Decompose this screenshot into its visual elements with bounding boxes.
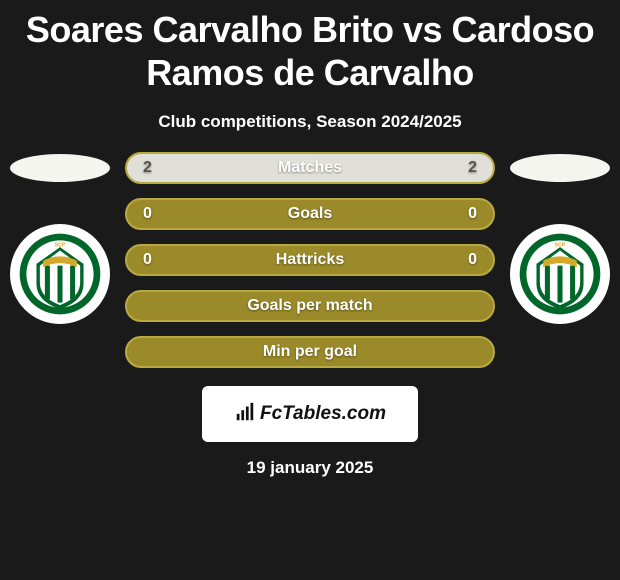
stat-label: Hattricks [276,251,344,269]
svg-text:SCP: SCP [55,243,66,249]
sporting-crest-icon: SCP [518,232,602,316]
stat-bar: 0 0 Goals [125,198,495,230]
stat-bar: Min per goal [125,336,495,368]
brand-text: FcTables.com [260,403,386,425]
stat-value-left: 2 [143,159,152,177]
player-right-club-crest: SCP [510,224,610,324]
stat-label: Matches [278,159,342,177]
svg-text:SCP: SCP [555,243,566,249]
stat-bar: 0 0 Hattricks [125,244,495,276]
stat-bar: 2 2 Matches [125,152,495,184]
stat-value-right: 0 [468,251,477,269]
brand-box: FcTables.com [202,386,418,442]
stat-label: Goals [288,205,332,223]
comparison-area: SCP SCP 2 2 Matches 0 0 Goals 0 0 Hattricks Goals… [0,152,620,368]
stat-bars: 2 2 Matches 0 0 Goals 0 0 Hattricks Goals per mat… [125,152,495,368]
date-text: 19 january 2025 [0,458,620,478]
player-right-slot: SCP [505,152,615,324]
stat-value-left: 0 [143,205,152,223]
subtitle: Club competitions, Season 2024/2025 [0,112,620,132]
player-left-photo-placeholder [10,154,110,182]
sporting-crest-icon: SCP [18,232,102,316]
stat-label: Goals per match [247,297,372,315]
stat-label: Min per goal [263,343,357,361]
player-left-club-crest: SCP [10,224,110,324]
stat-value-right: 0 [468,205,477,223]
stat-value-left: 0 [143,251,152,269]
player-right-photo-placeholder [510,154,610,182]
stat-value-right: 2 [468,159,477,177]
stat-bar: Goals per match [125,290,495,322]
page-title: Soares Carvalho Brito vs Cardoso Ramos d… [0,0,620,94]
player-left-slot: SCP [5,152,115,324]
bar-chart-icon [234,401,256,428]
